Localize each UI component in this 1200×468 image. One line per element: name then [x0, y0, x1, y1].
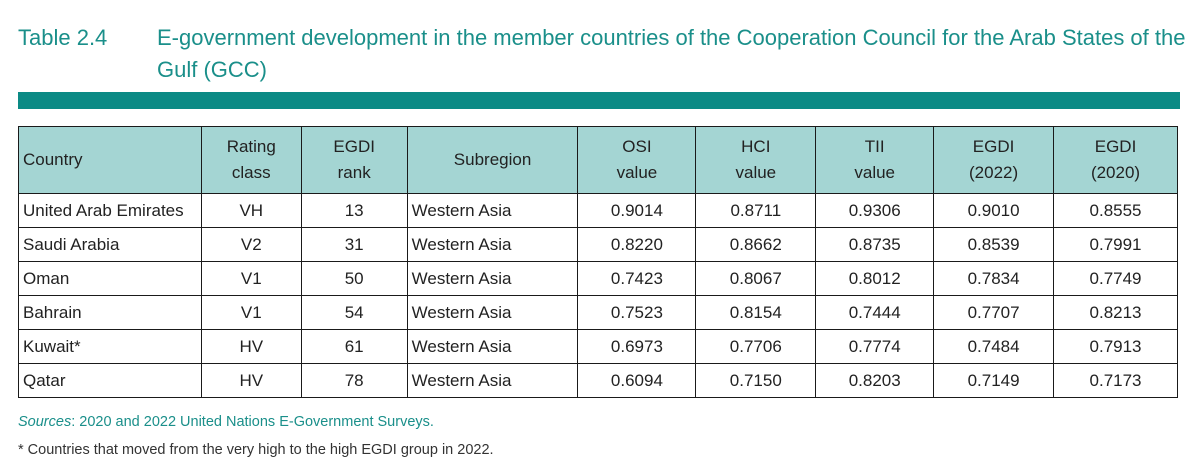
header-row: Country Rating class EGDI rank Subregion O… — [18, 126, 1178, 194]
cell-egdi-rank: 13 — [300, 193, 408, 228]
cell-egdi-rank: 50 — [300, 261, 408, 296]
cell-egdi-2022: 0.9010 — [933, 193, 1055, 228]
cell-egdi-rank: 61 — [300, 329, 408, 364]
cell-egdi-2020: 0.7173 — [1053, 363, 1178, 398]
cell-osi-value: 0.7523 — [577, 295, 697, 330]
cell-osi-value: 0.8220 — [577, 227, 697, 262]
header-osi-value: OSI value — [577, 126, 697, 194]
cell-rating-class: HV — [200, 363, 302, 398]
table-row: Qatar HV 78 Western Asia 0.6094 0.7150 0.8203 0… — [18, 363, 1178, 398]
header-egdi-rank: EGDI rank — [300, 126, 408, 194]
cell-subregion: Western Asia — [406, 329, 579, 364]
cell-egdi-rank: 78 — [300, 363, 408, 398]
cell-egdi-2022: 0.7707 — [933, 295, 1055, 330]
cell-subregion: Western Asia — [406, 295, 579, 330]
cell-tii-value: 0.8012 — [815, 261, 935, 296]
cell-egdi-2020: 0.7913 — [1053, 329, 1178, 364]
cell-tii-value: 0.9306 — [815, 193, 935, 228]
cell-tii-value: 0.8735 — [815, 227, 935, 262]
cell-egdi-2022: 0.8539 — [933, 227, 1055, 262]
cell-osi-value: 0.6973 — [577, 329, 697, 364]
cell-rating-class: HV — [200, 329, 302, 364]
cell-country: United Arab Emirates — [18, 193, 202, 228]
table-number: Table 2.4 — [18, 25, 108, 50]
cell-tii-value: 0.7774 — [815, 329, 935, 364]
header-tii-value: TII value — [815, 126, 935, 194]
footnote: * Countries that moved from the very hig… — [18, 442, 494, 458]
cell-subregion: Western Asia — [406, 193, 579, 228]
header-hci-value: HCI value — [695, 126, 817, 194]
cell-rating-class: VH — [200, 193, 302, 228]
table-title: E-government development in the member c… — [157, 25, 1186, 82]
table-row: Oman V1 50 Western Asia 0.7423 0.8067 0.8012 0.… — [18, 261, 1178, 296]
cell-egdi-2022: 0.7484 — [933, 329, 1055, 364]
cell-rating-class: V1 — [200, 261, 302, 296]
table-row: Saudi Arabia V2 31 Western Asia 0.8220 0.8662… — [18, 227, 1178, 262]
cell-egdi-2020: 0.7991 — [1053, 227, 1178, 262]
cell-osi-value: 0.6094 — [577, 363, 697, 398]
table-row: United Arab Emirates VH 13 Western Asia 0.90… — [18, 193, 1178, 228]
cell-rating-class: V1 — [200, 295, 302, 330]
cell-country: Kuwait* — [18, 329, 202, 364]
cell-tii-value: 0.7444 — [815, 295, 935, 330]
cell-subregion: Western Asia — [406, 261, 579, 296]
header-subregion: Subregion — [406, 126, 579, 194]
header-rule — [18, 92, 1180, 109]
cell-egdi-2022: 0.7149 — [933, 363, 1055, 398]
cell-subregion: Western Asia — [406, 227, 579, 262]
header-egdi-2022: EGDI (2022) — [933, 126, 1055, 194]
table-row: Kuwait* HV 61 Western Asia 0.6973 0.7706 0.777… — [18, 329, 1178, 364]
cell-country: Oman — [18, 261, 202, 296]
cell-osi-value: 0.7423 — [577, 261, 697, 296]
table-row: Bahrain V1 54 Western Asia 0.7523 0.8154 0.744… — [18, 295, 1178, 330]
sources-note: Sources: 2020 and 2022 United Nations E-… — [18, 414, 434, 430]
cell-egdi-2020: 0.7749 — [1053, 261, 1178, 296]
sources-label: Sources — [18, 414, 72, 430]
cell-hci-value: 0.8662 — [695, 227, 817, 262]
cell-egdi-2022: 0.7834 — [933, 261, 1055, 296]
sources-text: : 2020 and 2022 United Nations E-Governm… — [71, 414, 434, 430]
cell-tii-value: 0.8203 — [815, 363, 935, 398]
cell-country: Saudi Arabia — [18, 227, 202, 262]
cell-subregion: Western Asia — [406, 363, 579, 398]
cell-hci-value: 0.7150 — [695, 363, 817, 398]
cell-egdi-rank: 54 — [300, 295, 408, 330]
table-body: United Arab Emirates VH 13 Western Asia 0.90… — [18, 193, 1178, 398]
cell-egdi-2020: 0.8555 — [1053, 193, 1178, 228]
header-rating-class: Rating class — [200, 126, 302, 194]
cell-country: Bahrain — [18, 295, 202, 330]
cell-egdi-2020: 0.8213 — [1053, 295, 1178, 330]
cell-egdi-rank: 31 — [300, 227, 408, 262]
header-country: Country — [18, 126, 202, 194]
cell-hci-value: 0.8154 — [695, 295, 817, 330]
cell-rating-class: V2 — [200, 227, 302, 262]
cell-hci-value: 0.8067 — [695, 261, 817, 296]
cell-osi-value: 0.9014 — [577, 193, 697, 228]
cell-country: Qatar — [18, 363, 202, 398]
cell-hci-value: 0.8711 — [695, 193, 817, 228]
header-egdi-2020: EGDI (2020) — [1053, 126, 1178, 194]
egdi-table: Country Rating class EGDI rank Subregion O… — [18, 126, 1178, 398]
cell-hci-value: 0.7706 — [695, 329, 817, 364]
